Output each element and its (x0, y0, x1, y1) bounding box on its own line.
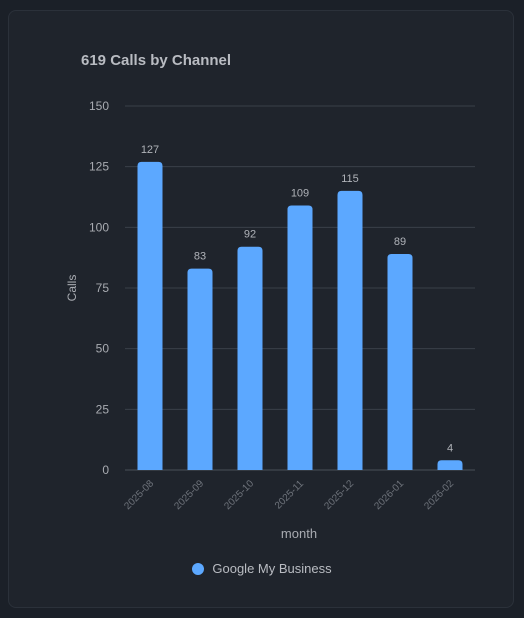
y-tick-label: 150 (89, 99, 109, 113)
x-tick-label: 2026-01 (372, 478, 406, 512)
bar-2025-10[interactable] (237, 246, 263, 470)
data-label: 127 (141, 144, 159, 156)
y-axis-ticks: 0 25 50 75 100 125 150 (89, 99, 109, 477)
chart-title: 619 Calls by Channel (81, 52, 232, 69)
y-tick-label: 25 (96, 402, 110, 416)
x-tick-label: 2025-08 (122, 478, 156, 512)
x-axis-title: month (281, 526, 317, 541)
data-labels: 127 83 92 109 115 89 4 (141, 144, 453, 454)
data-label: 83 (194, 251, 206, 263)
data-label: 89 (394, 236, 406, 248)
y-tick-label: 100 (89, 220, 109, 234)
x-tick-label: 2025-11 (273, 478, 307, 512)
bar-2025-09[interactable] (187, 268, 213, 470)
legend-label: Google My Business (212, 561, 332, 576)
y-tick-label: 125 (89, 160, 109, 174)
y-tick-label: 0 (102, 463, 109, 477)
legend-swatch-icon (192, 562, 205, 575)
x-tick-label: 2025-12 (322, 478, 356, 512)
bar-2025-12[interactable] (337, 190, 363, 470)
legend-item-google-my-business[interactable]: Google My Business (192, 561, 332, 576)
bar-2025-11[interactable] (287, 205, 313, 470)
x-tick-label: 2025-09 (172, 478, 206, 512)
data-label: 92 (244, 229, 256, 241)
bar-2025-08[interactable] (137, 161, 163, 470)
x-tick-label: 2025-10 (222, 478, 256, 512)
y-axis-title: Calls (65, 275, 79, 302)
data-label: 109 (291, 187, 309, 199)
x-axis-ticks: 2025-08 2025-09 2025-10 2025-11 2025-12 2026-… (122, 478, 456, 512)
data-label: 115 (341, 173, 359, 185)
x-tick-label: 2026-02 (422, 478, 456, 512)
legend: Google My Business (0, 561, 524, 576)
bar-2026-02[interactable] (437, 460, 463, 470)
y-tick-label: 75 (96, 281, 110, 295)
bar-2026-01[interactable] (387, 254, 413, 470)
y-tick-label: 50 (96, 342, 110, 356)
data-label: 4 (447, 442, 453, 454)
bars (137, 161, 463, 470)
